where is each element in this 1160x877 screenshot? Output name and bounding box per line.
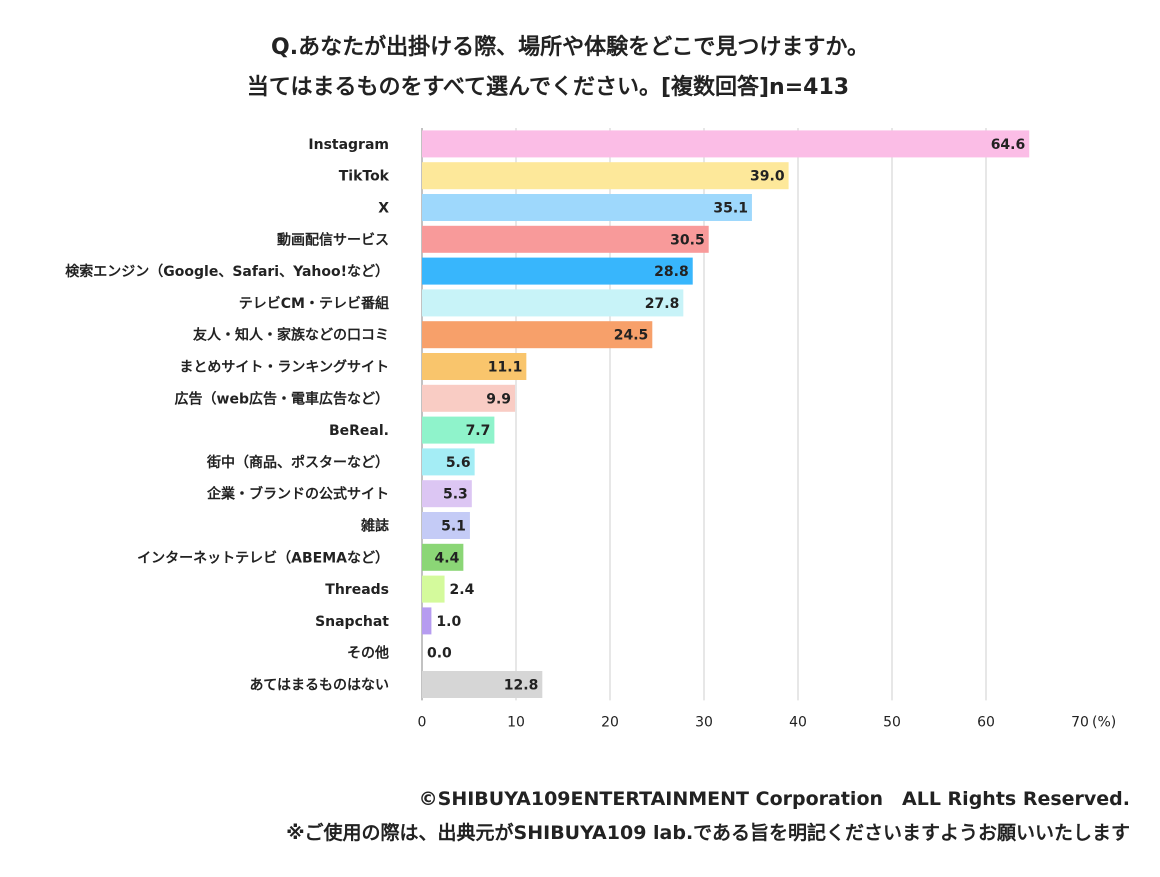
data-label: 12.8 [504, 678, 539, 694]
bar [422, 543, 464, 571]
bar [422, 130, 1030, 158]
bar [422, 321, 653, 349]
bar [422, 480, 472, 508]
bar [422, 384, 516, 412]
bar [422, 416, 495, 444]
category-label: 雑誌 [360, 518, 389, 535]
category-label: まとめサイト・ランキングサイト [179, 359, 389, 376]
category-label: その他 [347, 645, 389, 662]
data-label: 0.0 [427, 646, 452, 662]
bar [422, 575, 445, 603]
bar [422, 225, 709, 253]
data-label: 64.6 [991, 137, 1026, 153]
category-label: 街中（商品、ポスターなど） [206, 454, 389, 471]
x-axis-unit: (%) [1092, 714, 1116, 730]
data-label: 27.8 [645, 296, 680, 312]
bar [422, 162, 789, 190]
x-tick-label: 60 [977, 714, 995, 730]
category-label: テレビCM・テレビ番組 [239, 295, 389, 312]
data-label: 2.4 [450, 582, 475, 598]
data-label: 5.6 [446, 455, 471, 471]
category-label: 広告（web広告・電車広告など） [175, 390, 389, 407]
data-label: 28.8 [654, 264, 689, 280]
category-label: Instagram [308, 137, 389, 153]
data-label: 4.4 [435, 550, 460, 566]
bar [422, 607, 432, 635]
category-label: Threads [325, 582, 389, 598]
category-label: X [378, 201, 389, 217]
category-label: あてはまるものはない [250, 678, 389, 694]
data-label: 5.3 [443, 487, 468, 503]
category-label: インターネットテレビ（ABEMAなど） [137, 550, 389, 566]
x-tick-label: 50 [883, 714, 901, 730]
category-label: 動画配信サービス [277, 231, 389, 248]
data-label: 35.1 [713, 201, 748, 217]
bar [422, 257, 693, 285]
copyright-text: ©SHIBUYA109ENTERTAINMENT Corporation ALL… [418, 788, 1130, 810]
data-label: 39.0 [750, 169, 785, 185]
bar [422, 448, 475, 476]
data-label: 30.5 [670, 232, 705, 248]
x-tick-label: 70 [1071, 714, 1089, 730]
data-label: 9.9 [486, 391, 511, 407]
category-label: 友人・知人・家族などの口コミ [193, 327, 389, 344]
data-label: 5.1 [441, 519, 466, 535]
data-label: 11.1 [488, 360, 523, 376]
category-label: 検索エンジン（Google、Safari、Yahoo!など） [65, 263, 389, 280]
bar [422, 512, 470, 539]
category-label: 企業・ブランドの公式サイト [206, 486, 389, 503]
bars [422, 130, 1030, 698]
x-tick-label: 0 [418, 714, 427, 730]
x-tick-label: 30 [695, 714, 713, 730]
x-tick-label: 10 [507, 714, 525, 730]
data-label: 24.5 [614, 328, 649, 344]
category-label: BeReal. [329, 423, 389, 439]
x-axis-ticks: 0 10 20 30 40 50 60 70 [418, 714, 1089, 730]
bar [422, 289, 684, 317]
category-label: TikTok [339, 169, 390, 185]
chart-title: Q.あなたが出掛ける際、場所や体験をどこで見つけますか。 [271, 35, 869, 60]
bar [422, 194, 752, 221]
bar [422, 671, 543, 698]
gridlines [421, 128, 987, 701]
chart-subtitle: 当てはまるものをすべて選んでください。[複数回答]n=413 [246, 75, 850, 100]
usage-note: ※ご使用の際は、出典元がSHIBUYA109 lab.である旨を明記くださいます… [286, 822, 1130, 844]
x-tick-label: 20 [601, 714, 619, 730]
category-labels: Instagram TikTok X 動画配信サービス検索エンジン（Google、Sa… [65, 137, 389, 694]
data-label: 1.0 [436, 614, 461, 630]
data-label: 7.7 [466, 423, 491, 439]
category-label: Snapchat [315, 614, 389, 630]
x-tick-label: 40 [789, 714, 807, 730]
bar [422, 353, 527, 380]
data-labels: 64.6 39.035.1 30.5 28.8 27.8 24.5 11.1 9.9 7.7 5.… [427, 137, 1025, 694]
